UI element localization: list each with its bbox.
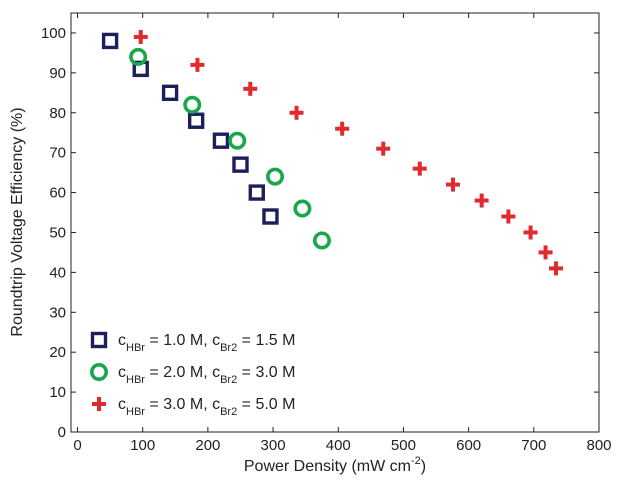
x-tick-label: 300 [261,437,286,454]
y-tick-label: 90 [49,65,66,82]
x-tick-label: 800 [586,437,611,454]
data-point-square [212,132,230,149]
tick-labels: 0 100 200 300 400 500 600 700 800 0 10 20 30 40 50 60 70… [41,25,612,454]
y-tick-label: 50 [49,224,66,241]
x-axis-label: Power Density (mW cm-2) [244,455,426,475]
legend-marker-square [90,331,108,349]
data-point-square [248,184,265,201]
data-point-circle [266,167,285,186]
data-point-plus [243,81,258,96]
data-point-square [187,112,205,129]
data-point-plus [538,245,553,260]
y-tick-label: 0 [58,424,66,441]
data-point-square [262,208,279,225]
x-tick-label: 200 [195,437,220,454]
y-tick-label: 60 [49,185,66,202]
legend-marker-circle [90,362,109,381]
x-tick-label: 100 [130,437,155,454]
data-point-plus [523,225,538,240]
y-tick-label: 40 [49,264,66,281]
data-point-square [161,84,179,102]
data-point-circle [293,199,312,218]
data-point-plus [335,121,350,136]
data-point-circle [312,231,331,250]
data-point-plus [376,141,391,156]
data-point-plus [548,261,563,276]
legend-label: cHBr = 3.0 M, cBr2 = 5.0 M [118,396,295,418]
data-point-square [101,32,119,50]
data-point-square [232,156,249,173]
x-tick-label: 0 [73,437,81,454]
legend-label: cHBr = 2.0 M, cBr2 = 3.0 M [118,364,295,386]
legend: cHBr = 1.0 M, cBr2 = 1.5 M cHBr = 2.0 M, … [90,331,295,418]
y-axis-label: Roundtrip Voltage Efficiency (%) [9,107,26,336]
legend-marker-plus [92,397,106,411]
y-tick-label: 70 [49,145,66,162]
x-tick-label: 600 [456,437,481,454]
axis-ticks [71,13,600,433]
y-tick-label: 100 [41,25,66,42]
data-point-plus [190,57,205,72]
y-tick-label: 30 [49,304,66,321]
data-point-circle [129,47,148,66]
data-point-circle [228,131,247,150]
y-tick-label: 80 [49,105,66,122]
data-point-plus [133,29,148,44]
y-tick-label: 10 [49,384,66,401]
data-point-plus [412,161,427,176]
data-point-plus [474,193,489,208]
y-tick-label: 20 [49,344,66,361]
data-markers [101,29,563,276]
x-tick-label: 700 [521,437,546,454]
data-point-plus [501,209,516,224]
x-tick-label: 500 [391,437,416,454]
plot-area [70,12,600,433]
data-point-plus [445,177,460,192]
data-point-plus [289,105,304,120]
x-tick-label: 400 [326,437,351,454]
data-point-circle [183,95,202,114]
legend-label: cHBr = 1.0 M, cBr2 = 1.5 M [118,332,295,354]
